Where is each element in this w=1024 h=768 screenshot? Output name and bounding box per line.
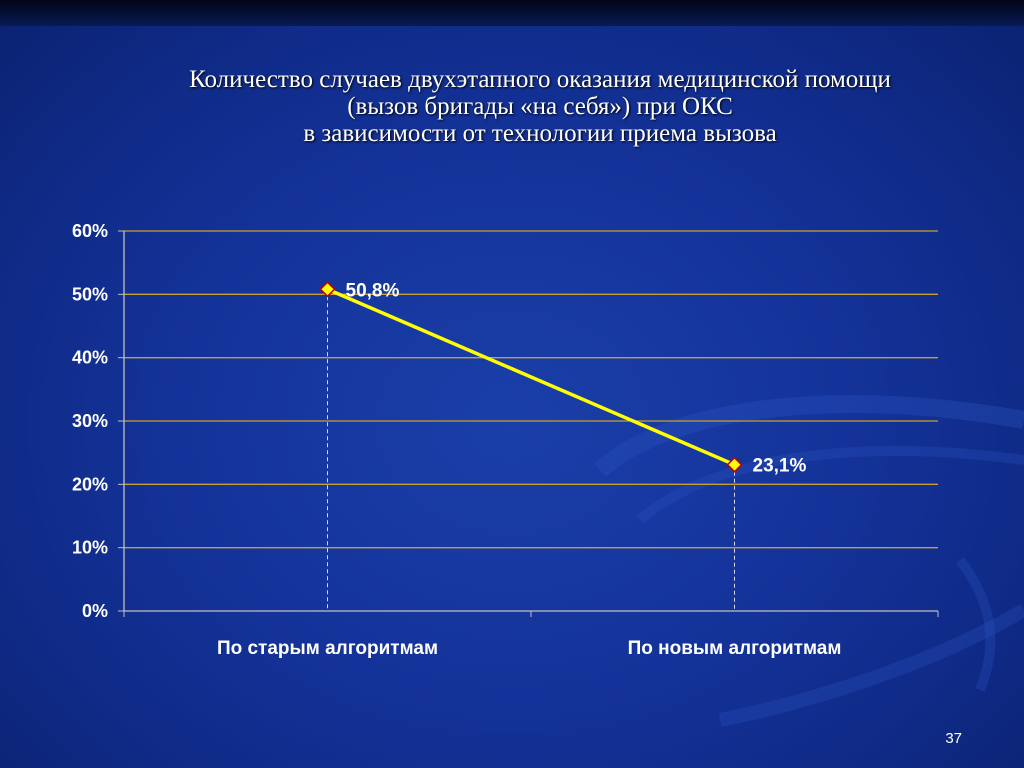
top-bar [0, 0, 1024, 26]
page-number: 37 [945, 730, 962, 747]
data-point-marker [726, 456, 743, 473]
series-line [326, 287, 736, 467]
title-line-2: (вызов бригады «на себя») при ОКС [347, 93, 733, 120]
x-category-label: По старым алгоритмам [217, 638, 438, 659]
data-point-marker [319, 281, 336, 298]
y-tick-label: 20% [72, 474, 108, 494]
title-line-1: Количество случаев двухэтапного оказания… [189, 66, 891, 93]
y-tick-label: 30% [72, 411, 108, 431]
x-category-label: По новым алгоритмам [628, 638, 842, 659]
title-line-3: в зависимости от технологии приема вызов… [303, 120, 777, 147]
y-tick-label: 60% [72, 221, 108, 241]
y-tick-label: 10% [72, 538, 108, 558]
y-tick-label: 0% [82, 601, 108, 621]
y-tick-label: 40% [72, 348, 108, 368]
data-label: 50,8% [346, 280, 400, 301]
slide-title: Количество случаев двухэтапного оказания… [100, 66, 980, 147]
y-tick-label: 50% [72, 284, 108, 304]
data-label: 23,1% [753, 456, 807, 477]
